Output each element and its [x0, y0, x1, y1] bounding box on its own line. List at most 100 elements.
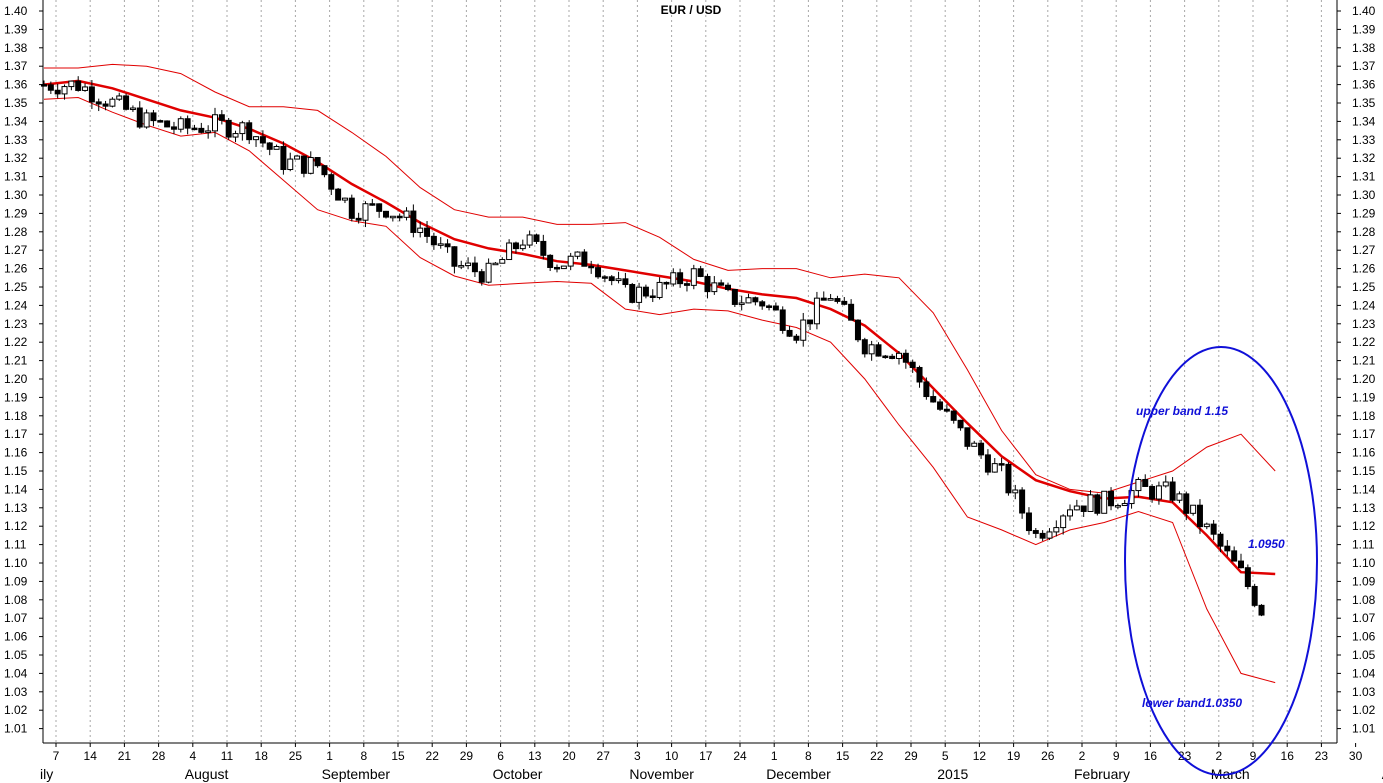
candle-body	[909, 361, 916, 368]
x-tick-label: 10	[665, 749, 679, 763]
y-tick-label: 1.36	[1352, 78, 1376, 92]
candle-body	[697, 268, 704, 277]
candle-body	[506, 242, 513, 261]
candle-body	[1114, 505, 1121, 508]
x-tick-label: 1	[326, 749, 333, 763]
candle-body	[1210, 523, 1217, 535]
y-tick-label: 1.04	[4, 666, 28, 680]
y-tick-label: 1.01	[1352, 722, 1376, 736]
y-tick-label: 1.29	[4, 206, 28, 220]
candle-body	[54, 89, 61, 95]
candle-body	[109, 98, 116, 107]
candle-body	[882, 355, 889, 359]
x-tick-label: 6	[497, 749, 504, 763]
candle-body	[451, 246, 458, 267]
candle-body	[1101, 490, 1108, 514]
candle-body	[984, 454, 991, 473]
candle-body	[1005, 463, 1012, 494]
candle-body	[225, 119, 232, 138]
candle-body	[547, 254, 554, 268]
candle-body	[300, 155, 307, 174]
candle-body	[622, 278, 629, 286]
y-tick-label: 1.25	[4, 280, 28, 294]
candle-body	[649, 295, 656, 298]
y-tick-label: 1.02	[4, 703, 28, 717]
y-tick-label: 1.03	[4, 685, 28, 699]
month-label: November	[629, 766, 694, 782]
candle-body	[1046, 531, 1053, 539]
candle-body	[1094, 494, 1101, 514]
y-tick-label: 1.19	[1352, 390, 1376, 404]
candle-body	[95, 101, 102, 105]
candle-body	[1162, 481, 1169, 487]
candle-body	[615, 278, 622, 282]
candle-body	[581, 251, 588, 267]
y-tick-label: 1.35	[4, 96, 28, 110]
candle-body	[1196, 504, 1203, 528]
y-tick-label: 1.05	[4, 648, 28, 662]
candle-body	[1149, 485, 1156, 500]
y-tick-label: 1.16	[4, 446, 28, 460]
y-tick-label: 1.11	[1352, 538, 1375, 552]
y-tick-label: 1.24	[1352, 298, 1376, 312]
candle-body	[848, 303, 855, 321]
candle-body	[307, 157, 314, 174]
candle-body	[1135, 478, 1142, 492]
candle-body	[690, 268, 697, 286]
y-tick-label: 1.12	[4, 519, 28, 533]
candle-body	[102, 103, 109, 107]
candle-body	[1060, 515, 1067, 529]
candle-body	[971, 442, 978, 447]
candle-body	[136, 107, 143, 128]
x-tick-label: 16	[1281, 749, 1295, 763]
candle-body	[1169, 481, 1176, 501]
y-tick-label: 1.27	[4, 243, 28, 257]
candle-body	[567, 255, 574, 267]
y-tick-label: 1.32	[1352, 151, 1376, 165]
candle-body	[1155, 485, 1162, 500]
candle-body	[670, 272, 677, 285]
month-label: December	[766, 766, 831, 782]
y-axes: 1.40 1.40 1.39 1.39 1.38 1.38 1.37 1.37 1.36 1.36…	[4, 4, 1376, 736]
candle-body	[164, 120, 171, 128]
candle-body	[396, 215, 403, 219]
plot-frame	[42, 0, 1338, 744]
x-tick-label: 12	[973, 749, 987, 763]
y-tick-label: 1.34	[4, 114, 28, 128]
candle-body	[143, 112, 150, 128]
candle-body	[772, 305, 779, 311]
candle-body	[834, 298, 841, 302]
candle-body	[991, 463, 998, 473]
y-tick-label: 1.31	[1352, 170, 1376, 184]
candle-body	[341, 197, 348, 201]
candle-body	[1108, 490, 1115, 507]
x-tick-label: 16	[1144, 749, 1158, 763]
y-tick-label: 1.22	[4, 335, 28, 349]
y-tick-label: 1.18	[4, 409, 28, 423]
y-tick-label: 1.08	[4, 593, 28, 607]
candle-body	[512, 242, 519, 250]
candle-body	[793, 335, 800, 341]
candle-body	[526, 234, 533, 246]
candle-body	[239, 122, 246, 135]
y-tick-label: 1.29	[1352, 206, 1376, 220]
candle-body	[198, 127, 205, 133]
bollinger-bands	[43, 63, 1276, 684]
candle-body	[1251, 585, 1258, 606]
y-tick-label: 1.06	[4, 630, 28, 644]
x-tick-label: 19	[1007, 749, 1021, 763]
candle-body	[608, 276, 615, 282]
y-tick-label: 1.28	[4, 225, 28, 239]
candle-body	[937, 401, 944, 410]
y-tick-label: 1.15	[1352, 464, 1376, 478]
x-tick-label: 18	[255, 749, 269, 763]
candle-body	[1012, 489, 1019, 494]
y-tick-label: 1.22	[1352, 335, 1376, 349]
x-tick-label: 21	[118, 749, 132, 763]
candle-body	[61, 86, 68, 95]
candle-body	[731, 288, 738, 305]
candle-body	[854, 319, 861, 341]
y-tick-label: 1.01	[4, 722, 28, 736]
candle-body	[410, 210, 417, 233]
x-tick-label: 8	[805, 749, 812, 763]
